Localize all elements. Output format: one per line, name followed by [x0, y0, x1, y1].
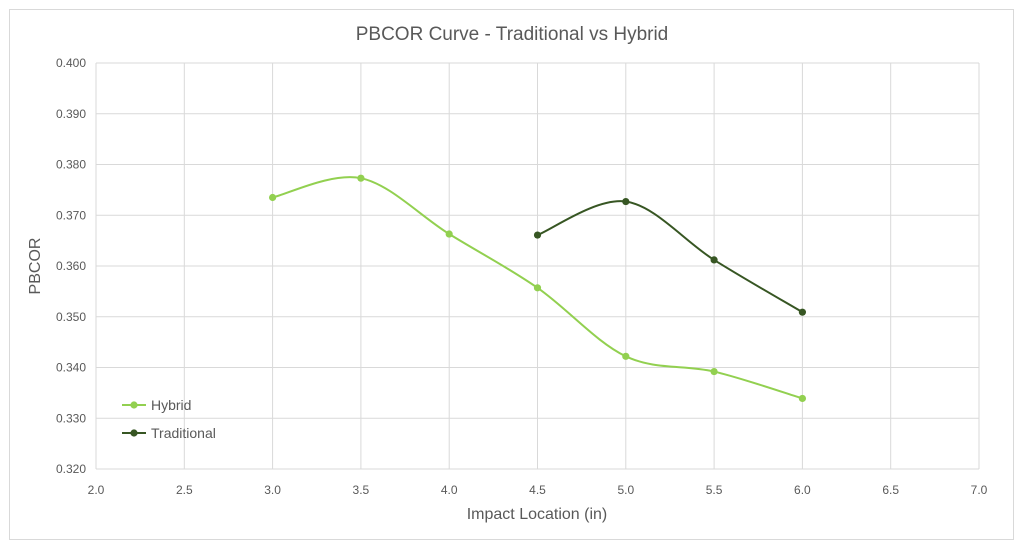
y-tick-label: 0.380	[56, 158, 86, 172]
y-tick-label: 0.360	[56, 259, 86, 273]
chart-frame	[9, 9, 1014, 540]
x-tick-label: 5.5	[706, 483, 723, 497]
data-point-traditional	[622, 197, 630, 206]
x-axis-label: Impact Location (in)	[467, 506, 608, 523]
legend-entry-traditional: Traditional	[122, 425, 216, 441]
y-tick-label: 0.370	[56, 208, 86, 222]
data-point-traditional	[710, 256, 718, 264]
legend-label: Traditional	[151, 425, 216, 441]
y-tick-label: 0.340	[56, 361, 86, 375]
x-tick-label: 3.5	[353, 483, 370, 497]
data-point-hybrid	[622, 352, 630, 360]
x-tick-label: 4.0	[441, 483, 458, 497]
series-layer	[269, 174, 807, 403]
data-point-hybrid	[357, 174, 365, 182]
data-point-hybrid	[533, 284, 542, 292]
legend-entry-hybrid: Hybrid	[122, 397, 191, 413]
y-tick-label: 0.390	[56, 107, 86, 121]
y-tick-labels: 0.320 0.330 0.340 0.350 0.360 0.370 0.380 0.390…	[56, 56, 86, 476]
legend-marker	[130, 429, 138, 437]
y-tick-label: 0.320	[56, 462, 86, 476]
x-tick-label: 6.5	[882, 483, 899, 497]
legend: Hybrid Traditional	[122, 397, 216, 441]
data-point-hybrid	[269, 193, 277, 202]
x-tick-label: 2.0	[88, 483, 105, 497]
chart-title: PBCOR Curve - Traditional vs Hybrid	[356, 24, 669, 45]
x-tick-label: 5.0	[617, 483, 634, 497]
legend-label: Hybrid	[151, 397, 191, 413]
data-point-hybrid	[445, 230, 453, 238]
data-point-hybrid	[710, 367, 718, 376]
y-tick-label: 0.350	[56, 310, 86, 324]
y-tick-label: 0.330	[56, 411, 86, 425]
data-point-hybrid	[798, 394, 807, 403]
data-point-traditional	[798, 308, 807, 316]
y-tick-label: 0.400	[56, 56, 86, 70]
legend-marker	[130, 401, 138, 409]
series-line-traditional	[537, 200, 803, 314]
data-point-traditional	[533, 231, 542, 239]
x-tick-labels: 2.0 2.5 3.0 3.5 4.0 4.5 5.0 5.5 6.0 6.5 7.0	[88, 483, 988, 497]
x-tick-label: 3.0	[264, 483, 281, 497]
series-hybrid	[269, 174, 807, 403]
series-traditional	[533, 197, 807, 316]
x-tick-label: 6.0	[794, 483, 811, 497]
x-tick-label: 2.5	[176, 483, 193, 497]
grid	[95, 62, 980, 470]
y-axis-label: PBCOR	[27, 238, 44, 295]
x-tick-label: 7.0	[971, 483, 988, 497]
x-tick-label: 4.5	[529, 483, 546, 497]
